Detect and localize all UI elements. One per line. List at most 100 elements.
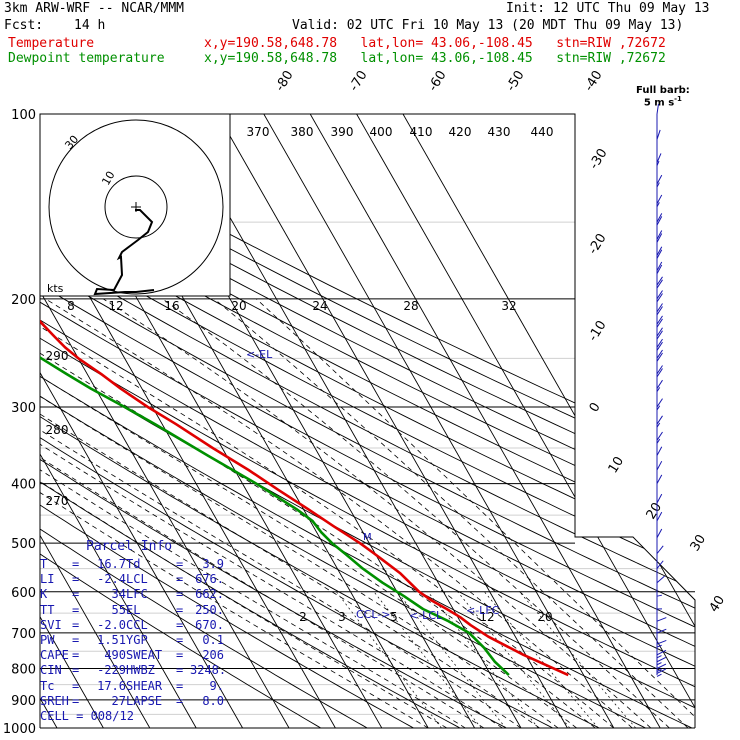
wind-barb-half-flag bbox=[656, 438, 661, 444]
moist-adiabat bbox=[40, 298, 577, 728]
wind-barb bbox=[656, 545, 664, 554]
hodograph-ring-outer bbox=[48, 119, 224, 295]
wind-barb bbox=[656, 431, 663, 444]
hodograph-ring-inner bbox=[104, 175, 168, 239]
full-barb-legend: Full barb: 5 m s-1 bbox=[636, 86, 690, 108]
wind-barb-flag bbox=[656, 153, 662, 163]
isotherm-line bbox=[0, 114, 11, 728]
wind-barb-flag bbox=[656, 290, 663, 300]
parcel-param-label: LCL bbox=[126, 572, 148, 587]
pressure-label-200: 200 bbox=[11, 293, 36, 308]
wind-barb-flag bbox=[656, 230, 663, 240]
forecast-hour: 14 h bbox=[74, 18, 106, 33]
temperature-profile bbox=[40, 114, 569, 677]
dry-adiabat bbox=[40, 114, 507, 728]
wind-barb bbox=[656, 656, 667, 666]
parcel-param-label: K bbox=[40, 587, 48, 602]
parcel-info-row: T = 16.7Td = 3.9 bbox=[40, 557, 224, 571]
wind-barb-flag bbox=[656, 460, 663, 471]
parcel-param-label: PW bbox=[40, 633, 55, 647]
wind-barb-flag bbox=[656, 318, 663, 328]
parcel-param-label: SWEAT bbox=[126, 648, 163, 663]
parcel-equals: = bbox=[176, 602, 184, 617]
parcel-param-label: TT bbox=[40, 602, 55, 617]
parcel-param-value: 676. bbox=[195, 572, 224, 587]
wind-barb-flag bbox=[656, 104, 659, 115]
mixing-ratio-label: 12 bbox=[479, 610, 494, 624]
parcel-equals: = bbox=[72, 648, 80, 663]
wind-barb-flag bbox=[656, 327, 663, 337]
wind-barb-flag bbox=[656, 216, 663, 226]
wind-barb bbox=[656, 474, 663, 484]
wind-barb-flag bbox=[656, 639, 667, 645]
parcel-param-value: 1.51 bbox=[97, 633, 126, 647]
wind-barb bbox=[656, 213, 663, 226]
full-barb-units: 5 m s-1 bbox=[636, 95, 690, 108]
hodograph-trace bbox=[93, 209, 155, 296]
isotherm-label: 20 bbox=[644, 500, 665, 522]
parcel-param-label: Td bbox=[126, 557, 141, 571]
dry-adiabat bbox=[40, 114, 695, 728]
wind-barb bbox=[656, 349, 663, 362]
isotherm-label: -80 bbox=[273, 68, 297, 94]
isotherm-label: 10 bbox=[606, 454, 627, 476]
theta-label: 370 bbox=[247, 125, 270, 139]
wind-barb bbox=[656, 315, 663, 328]
parcel-param-label: LFC bbox=[126, 587, 148, 602]
parcel-cell: CELL = 008/12 bbox=[40, 709, 134, 723]
wind-barb bbox=[656, 415, 663, 428]
parcel-annotations: <-EL CCL-> <-LCL <-LFC M bbox=[246, 348, 500, 622]
parcel-info-row: Tc = 17.6SHEAR = 9. bbox=[40, 679, 224, 693]
wind-barb bbox=[656, 365, 663, 378]
wind-barb bbox=[656, 153, 662, 166]
wind-barb bbox=[656, 261, 663, 274]
wind-barb-half-flag bbox=[656, 422, 661, 428]
dry-adiabat bbox=[40, 114, 695, 728]
wind-barb-half-flag bbox=[656, 160, 660, 166]
isotherm-line bbox=[40, 114, 243, 728]
wind-barb bbox=[656, 511, 663, 522]
moist-adiabat bbox=[102, 298, 652, 728]
wind-barb-flag bbox=[656, 365, 663, 375]
wind-barb bbox=[656, 194, 663, 207]
parcel-equals: = bbox=[176, 693, 184, 708]
parcel-param-label: LAPSE bbox=[126, 693, 163, 708]
wind-barb bbox=[656, 446, 663, 456]
wind-barb-flag bbox=[656, 656, 667, 663]
full-barb-exponent: -1 bbox=[674, 95, 682, 103]
wind-barb bbox=[656, 460, 663, 471]
parcel-equals: = bbox=[176, 663, 184, 678]
parcel-equals: = bbox=[176, 633, 184, 647]
wind-barb-flag bbox=[656, 493, 663, 504]
parcel-equals: = bbox=[72, 587, 80, 602]
wind-barb-flag bbox=[656, 628, 667, 634]
moist-adiabat bbox=[40, 298, 429, 728]
parcel-equals: = bbox=[72, 617, 80, 632]
parcel-param-value: -2.0 bbox=[97, 617, 126, 632]
parcel-param-label: SREH bbox=[40, 693, 69, 708]
pressure-label-100: 100 bbox=[11, 108, 36, 123]
hodograph-units-label: kts bbox=[47, 282, 64, 295]
wind-barb bbox=[656, 668, 667, 677]
parcel-equals: = bbox=[176, 587, 184, 602]
parcel-info-row: PW = 1.51YGP = 0.1 bbox=[40, 633, 224, 647]
wind-barb-flag bbox=[656, 446, 663, 456]
model-title: 3km ARW-WRF -- NCAR/MMM bbox=[4, 1, 185, 16]
isotherm-line bbox=[217, 114, 568, 728]
wind-barb bbox=[656, 290, 663, 303]
parcel-param-label: CAPE bbox=[40, 648, 69, 663]
wind-barb bbox=[656, 617, 667, 622]
isotherm-label: -10 bbox=[586, 318, 610, 344]
wind-barb-flag bbox=[656, 213, 663, 223]
isotherm-label: -60 bbox=[426, 68, 450, 94]
annotation-lcl: <-LCL bbox=[409, 609, 443, 622]
dewpoint-location: x,y=190.58,648.78 lat,lon= 43.06,-108.45… bbox=[204, 51, 666, 66]
wind-barb bbox=[656, 379, 663, 392]
dry-adiabat bbox=[40, 114, 322, 728]
parcel-param-value: 27 bbox=[111, 693, 126, 708]
wind-barb-half-flag bbox=[656, 202, 660, 207]
wind-barb bbox=[656, 628, 667, 634]
dry-adiabat bbox=[40, 114, 695, 728]
pressure-label-700: 700 bbox=[11, 627, 36, 642]
parcel-equals: = bbox=[176, 648, 184, 663]
